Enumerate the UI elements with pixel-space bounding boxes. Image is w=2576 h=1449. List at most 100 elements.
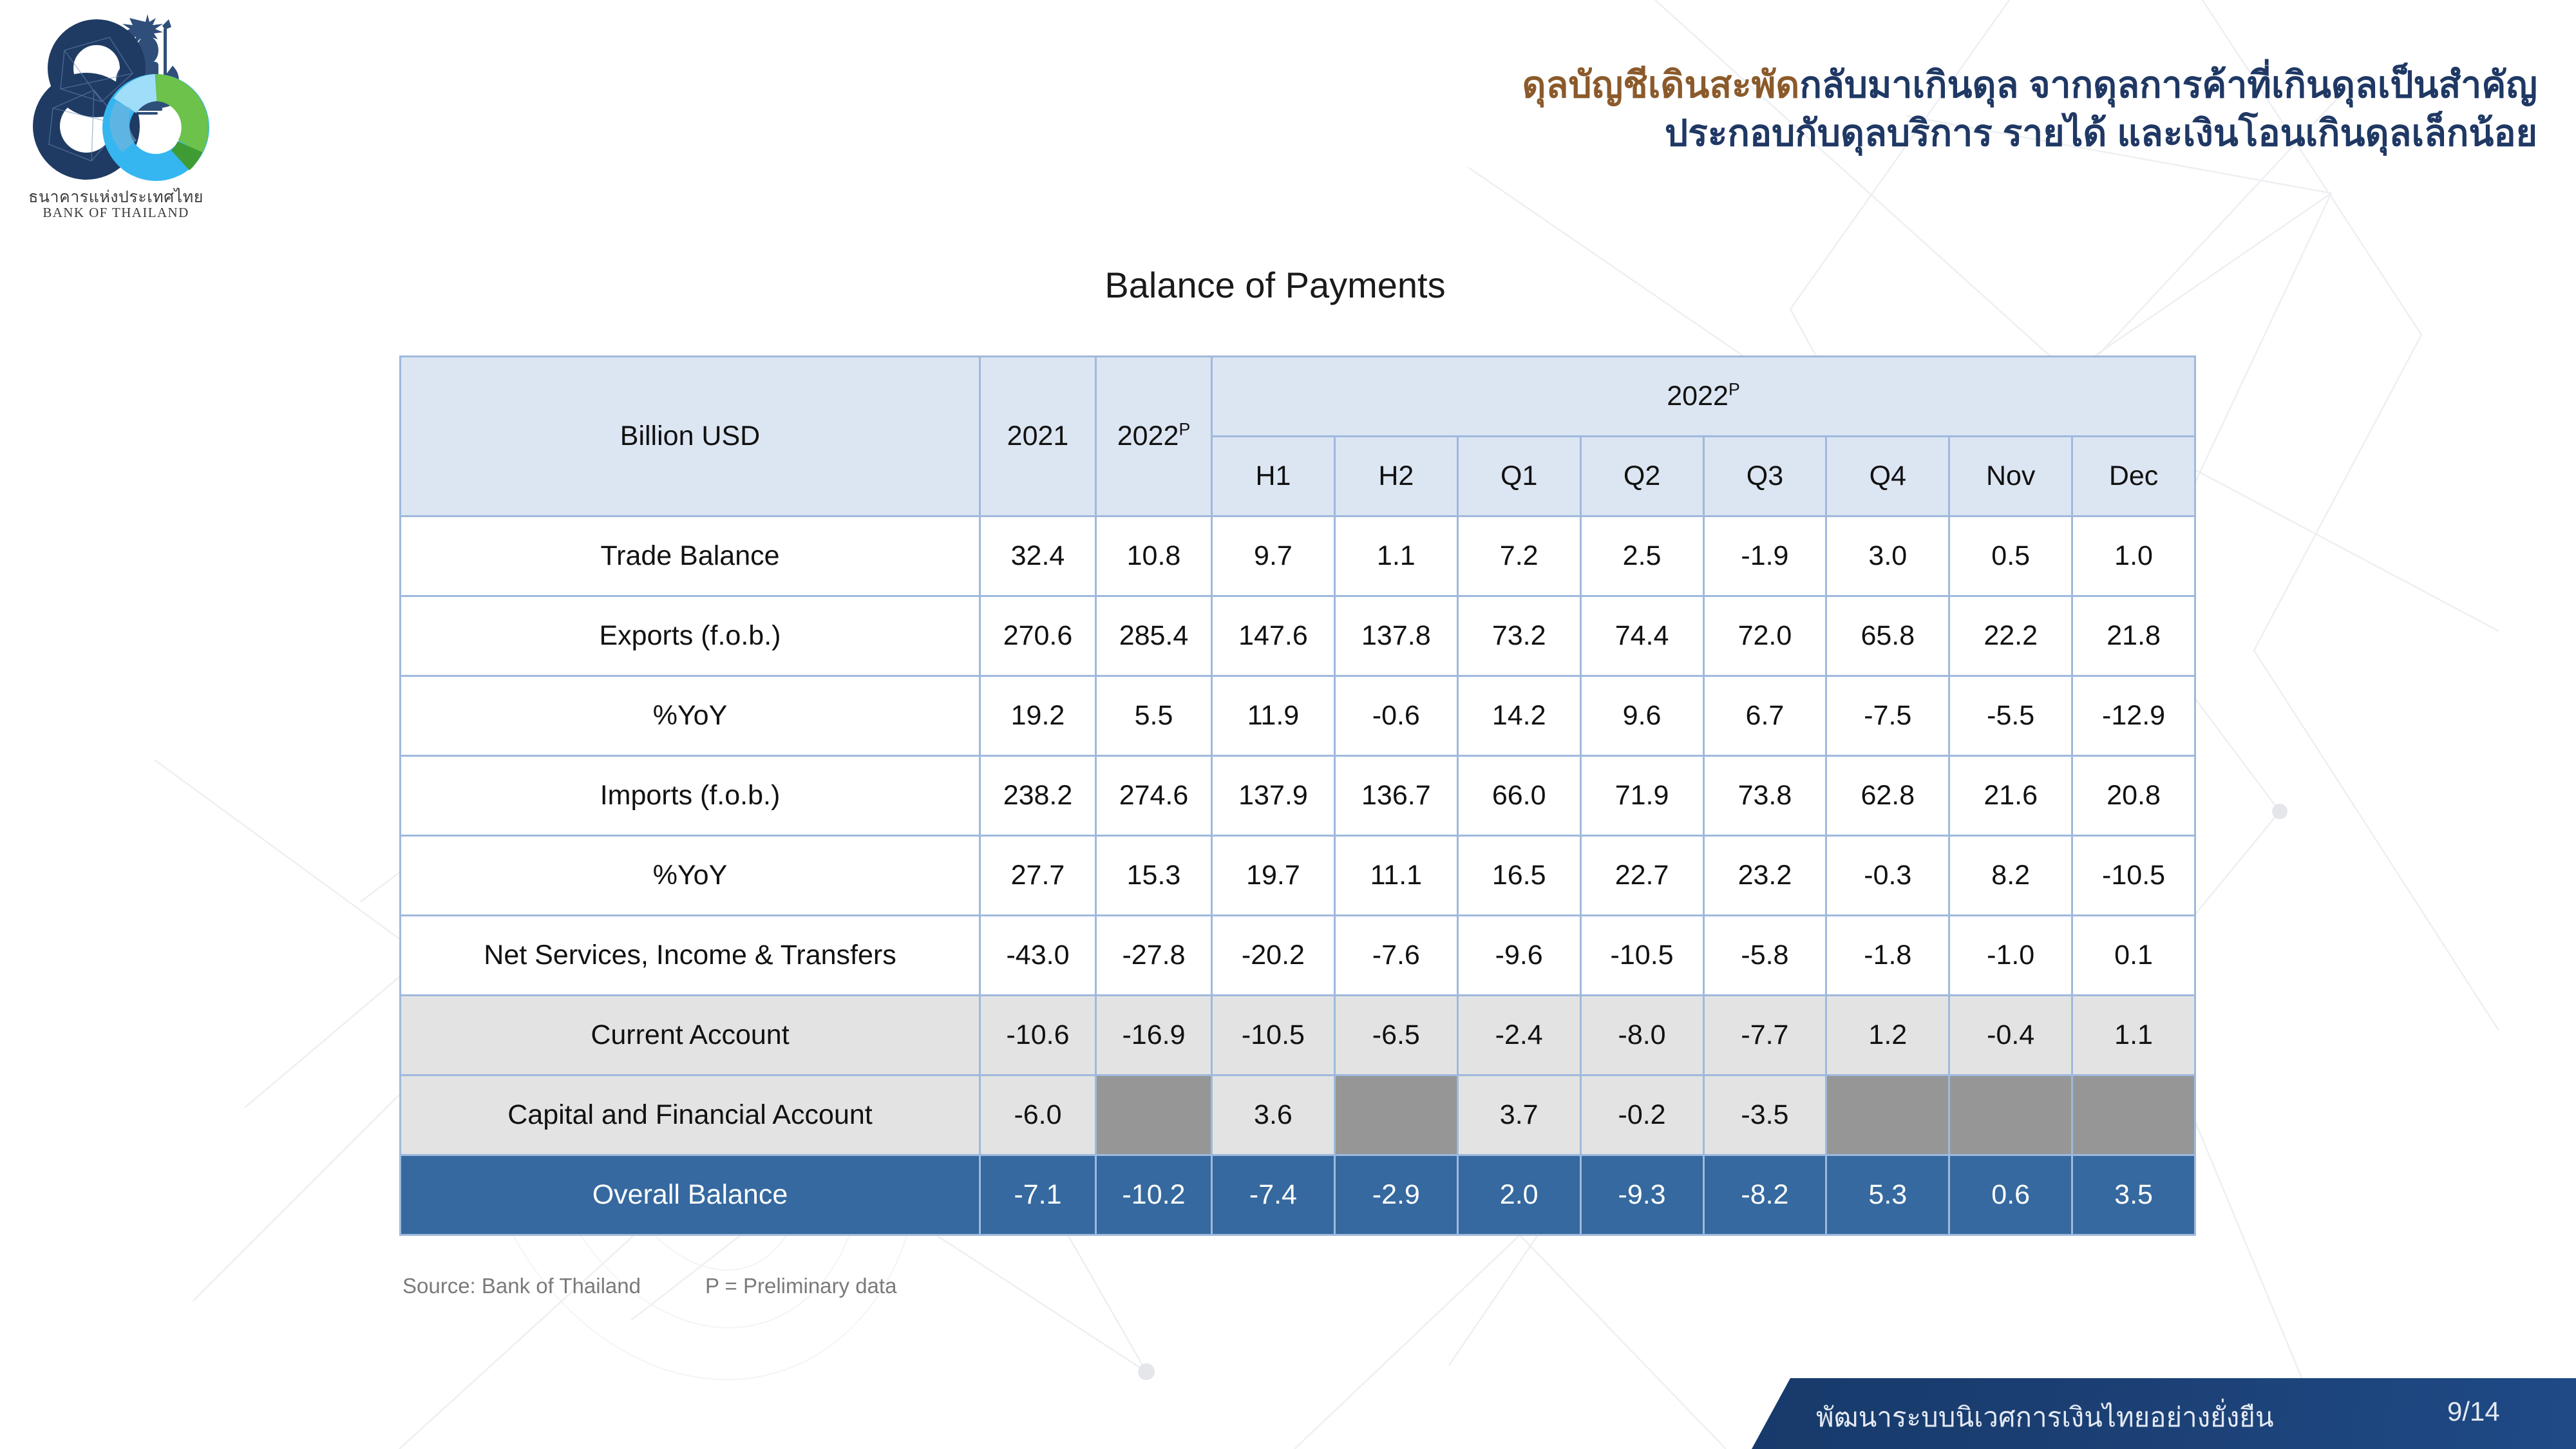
table-cell: 19.7 — [1211, 835, 1336, 916]
column-header-q4: Q4 — [1825, 435, 1951, 517]
table-cell: -3.5 — [1702, 1074, 1828, 1156]
table-cell: -2.9 — [1333, 1154, 1459, 1236]
table-cell: 72.0 — [1702, 595, 1828, 677]
table-cell: 16.5 — [1456, 835, 1582, 916]
table-cell: 2.5 — [1579, 515, 1705, 597]
column-header-q3: Q3 — [1702, 435, 1828, 517]
table-cell: -9.3 — [1579, 1154, 1705, 1236]
logo-mark — [33, 14, 209, 181]
table-row: %YoY 27.7 15.3 19.7 11.1 16.5 22.7 23.2 -0.3 8.2-… — [399, 835, 2196, 916]
column-header-h1: H1 — [1211, 435, 1336, 517]
column-header-dec: Dec — [2071, 435, 2196, 517]
row-label: Overall Balance — [399, 1154, 981, 1236]
table-cell: 66.0 — [1456, 755, 1582, 837]
table-cell: 73.8 — [1702, 755, 1828, 837]
table-cell: 19.2 — [979, 675, 1097, 757]
row-label: %YoY — [399, 835, 981, 916]
table-cell: -7.7 — [1702, 994, 1828, 1076]
table-cell: 8.2 — [1948, 835, 2074, 916]
row-label: Trade Balance — [399, 515, 981, 597]
table-row: Imports (f.o.b.) 238.2 274.6 137.9 136.7 66.0… — [399, 755, 2196, 837]
table-cell: 62.8 — [1825, 755, 1951, 837]
table-cell: 9.6 — [1579, 675, 1705, 757]
table-cell: 7.2 — [1456, 515, 1582, 597]
table-cell: -1.9 — [1702, 515, 1828, 597]
slide-heading: ดุลบัญชีเดินสะพัดกลับมาเกินดุล จากดุลการ… — [927, 61, 2537, 158]
table-cell: 3.5 — [2071, 1154, 2196, 1236]
table-cell: -5.8 — [1702, 914, 1828, 996]
table-cell: -43.0 — [979, 914, 1097, 996]
table-cell: -10.5 — [1579, 914, 1705, 996]
row-label: Capital and Financial Account — [399, 1074, 981, 1156]
table-cell: -0.4 — [1948, 994, 2074, 1076]
table-cell-blocked — [1948, 1074, 2074, 1156]
row-label: Current Account — [399, 994, 981, 1076]
table-cell: -27.8 — [1095, 914, 1213, 996]
column-header-q1: Q1 — [1456, 435, 1582, 517]
table-cell: 14.2 — [1456, 675, 1582, 757]
table-cell: 136.7 — [1333, 755, 1459, 837]
table-cell: 238.2 — [979, 755, 1097, 837]
table-cell: 270.6 — [979, 595, 1097, 677]
table-cell: -8.2 — [1702, 1154, 1828, 1236]
footer-tagline: พัฒนาระบบนิเวศการเงินไทยอย่างยั่งยืน — [1816, 1402, 2274, 1432]
column-header-2021: 2021 — [979, 355, 1097, 517]
column-header-unit: Billion USD — [399, 355, 981, 517]
table-cell: -2.4 — [1456, 994, 1582, 1076]
table-cell: -8.0 — [1579, 994, 1705, 1076]
column-header-q2: Q2 — [1579, 435, 1705, 517]
table-cell: -1.8 — [1825, 914, 1951, 996]
table-cell: -6.0 — [979, 1074, 1097, 1156]
table-cell: 5.5 — [1095, 675, 1213, 757]
table-cell: 71.9 — [1579, 755, 1705, 837]
table-header: Billion USD 2021 2022P 2022P H1 H2 Q1 Q2… — [399, 355, 2196, 517]
superscript-p: P — [1179, 419, 1191, 439]
table-cell: -7.6 — [1333, 914, 1459, 996]
table-cell: 11.1 — [1333, 835, 1459, 916]
table-cell: -7.5 — [1825, 675, 1951, 757]
table-cell: 285.4 — [1095, 595, 1213, 677]
row-label: Net Services, Income & Transfers — [399, 914, 981, 996]
table-cell: 32.4 — [979, 515, 1097, 597]
table-row: Overall Balance -7.1 -10.2 -7.4 -2.9 2.0 -9.3-… — [399, 1154, 2196, 1236]
table-cell: 137.9 — [1211, 755, 1336, 837]
table-cell: 11.9 — [1211, 675, 1336, 757]
table-cell: 74.4 — [1579, 595, 1705, 677]
logo-name-thai: ธนาคารแห่งประเทศไทย — [28, 188, 204, 206]
heading-accent-text: ดุลบัญชีเดินสะพัด — [1522, 64, 1800, 106]
table-cell: 3.0 — [1825, 515, 1951, 597]
table-cell: 1.1 — [2071, 994, 2196, 1076]
table-cell-blocked — [2071, 1074, 2196, 1156]
table-cell: -0.6 — [1333, 675, 1459, 757]
table-row: Capital and Financial Account -6.0 3.6 3.7-… — [399, 1074, 2196, 1156]
column-header-group-2022: 2022P — [1211, 355, 2196, 437]
balance-of-payments-table: Billion USD 2021 2022P 2022P H1 H2 Q1 Q2… — [399, 355, 2196, 1236]
table-header-row-1: Billion USD 2021 2022P 2022P — [399, 355, 2196, 517]
table-cell: 27.7 — [979, 835, 1097, 916]
table-cell: 137.8 — [1333, 595, 1459, 677]
table-cell: 274.6 — [1095, 755, 1213, 837]
table-cell: 10.8 — [1095, 515, 1213, 597]
table-cell: -5.5 — [1948, 675, 2074, 757]
table-cell: 1.0 — [2071, 515, 2196, 597]
table-cell: -10.5 — [1211, 994, 1336, 1076]
table-cell: 6.7 — [1702, 675, 1828, 757]
row-label: Imports (f.o.b.) — [399, 755, 981, 837]
table-cell: 0.6 — [1948, 1154, 2074, 1236]
row-label: %YoY — [399, 675, 981, 757]
table-cell: 147.6 — [1211, 595, 1336, 677]
column-header-nov: Nov — [1948, 435, 2074, 517]
column-header-2022: 2022P — [1095, 355, 1213, 517]
table-cell: -10.2 — [1095, 1154, 1213, 1236]
heading-line-2: ประกอบกับดุลบริการ รายได้ และเงินโอนเกิน… — [1664, 113, 2537, 155]
row-label: Exports (f.o.b.) — [399, 595, 981, 677]
source-text: Source: Bank of Thailand — [402, 1274, 641, 1298]
table-cell: 20.8 — [2071, 755, 2196, 837]
table-row: Net Services, Income & Transfers -43.0 -27… — [399, 914, 2196, 996]
table-cell: 22.2 — [1948, 595, 2074, 677]
page-title: Balance of Payments — [1104, 265, 1446, 305]
table-cell: -10.5 — [2071, 835, 2196, 916]
balance-of-payments-table-container: Billion USD 2021 2022P 2022P H1 H2 Q1 Q2… — [399, 355, 2196, 1236]
table-cell: 1.1 — [1333, 515, 1459, 597]
